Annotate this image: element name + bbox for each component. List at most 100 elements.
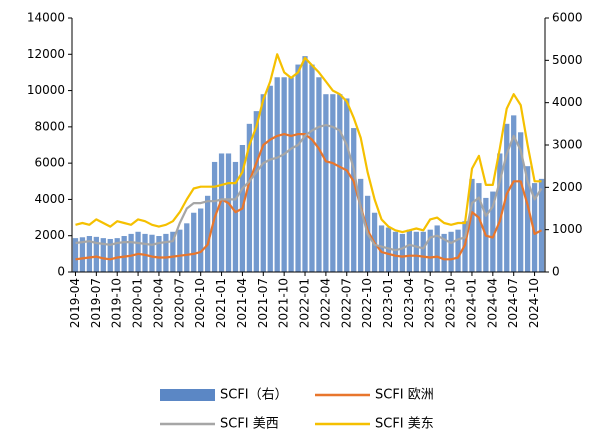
bar	[538, 178, 545, 272]
bar	[316, 77, 322, 273]
bar	[358, 178, 364, 272]
y-tick-label: 2000	[34, 228, 65, 242]
x-tick-label: 2024-10	[527, 278, 541, 328]
bar	[531, 183, 538, 272]
legend-text: SCFI 美西	[220, 417, 279, 432]
bar	[225, 153, 232, 272]
bar	[191, 212, 197, 272]
x-tick-label: 2020-04	[151, 278, 165, 328]
x-tick-label: 2020-10	[193, 278, 207, 328]
x-tick-label: 2024-07	[506, 278, 520, 328]
bar	[337, 94, 343, 272]
x-tick-label: 2023-01	[381, 278, 395, 328]
x-tick-label: 2023-07	[423, 278, 437, 328]
y-tick-label: 12000	[27, 47, 65, 61]
x-tick-label: 2022-07	[339, 278, 353, 328]
bar	[399, 233, 406, 272]
x-tick-label: 2019-10	[110, 278, 124, 328]
legend-text: SCFI（右）	[220, 388, 288, 403]
bar	[204, 195, 211, 272]
x-tick-label: 2022-01	[298, 278, 312, 328]
bar	[135, 231, 141, 272]
bar	[100, 238, 106, 272]
y2-tick-label: 3000	[552, 138, 583, 152]
bar	[246, 123, 253, 272]
bar	[260, 94, 266, 272]
x-tick-label: 2023-04	[402, 278, 416, 328]
bar	[184, 223, 190, 272]
x-tick-label: 2022-04	[318, 278, 332, 328]
bar	[114, 238, 120, 272]
bar	[427, 229, 433, 272]
y-tick-label: 6000	[34, 156, 65, 170]
bar	[198, 208, 204, 272]
bar	[218, 153, 225, 272]
bar	[163, 233, 169, 272]
legend-text: SCFI 美东	[375, 417, 434, 432]
bar	[253, 111, 259, 272]
bar	[93, 236, 99, 272]
legend-text: SCFI 欧洲	[375, 388, 434, 403]
y2-tick-label: 6000	[552, 11, 583, 25]
bar	[79, 237, 86, 272]
bar	[385, 227, 392, 272]
bar	[267, 85, 273, 272]
bar	[156, 236, 162, 272]
x-tick-label: 2021-07	[256, 278, 270, 328]
x-tick-label: 2022-10	[360, 278, 374, 328]
bar	[121, 236, 127, 272]
x-tick-label: 2024-01	[464, 278, 478, 328]
y-tick-label: 8000	[34, 119, 65, 133]
y-tick-label: 14000	[27, 11, 65, 25]
bar	[476, 183, 482, 272]
x-tick-label: 2021-01	[214, 278, 228, 328]
bar	[351, 128, 357, 272]
bar	[406, 229, 413, 272]
bar	[274, 77, 280, 273]
x-tick-label: 2021-04	[235, 278, 249, 328]
y2-tick-label: 1000	[552, 222, 583, 236]
bar	[281, 77, 287, 273]
bar	[469, 178, 475, 272]
bar	[392, 231, 399, 272]
bar	[302, 56, 308, 272]
x-tick-label: 2024-04	[485, 278, 499, 328]
x-tick-label: 2021-10	[277, 278, 291, 328]
legend-swatch	[160, 389, 215, 401]
bar	[107, 238, 113, 272]
x-tick-label: 2019-04	[68, 278, 82, 328]
bar	[455, 229, 461, 272]
bar	[344, 98, 350, 272]
y-tick-label: 0	[57, 265, 65, 279]
bar	[378, 225, 385, 272]
bar	[441, 233, 447, 272]
bar	[413, 231, 419, 272]
bar	[323, 94, 329, 272]
bar	[434, 225, 440, 272]
y2-tick-label: 4000	[552, 95, 583, 109]
bar	[288, 77, 294, 273]
x-tick-label: 2023-10	[444, 278, 458, 328]
y2-tick-label: 0	[552, 265, 560, 279]
line	[75, 133, 543, 261]
x-tick-label: 2019-07	[89, 278, 103, 328]
y-tick-label: 4000	[34, 192, 65, 206]
bar	[295, 64, 301, 272]
bar	[149, 234, 155, 272]
y2-tick-label: 2000	[552, 180, 583, 194]
x-tick-label: 2020-01	[131, 278, 145, 328]
bar	[524, 166, 531, 272]
bar	[142, 233, 148, 272]
bar	[497, 153, 503, 272]
bar	[330, 94, 336, 272]
bar	[232, 161, 239, 272]
line	[75, 53, 542, 234]
bar	[309, 64, 315, 272]
bar	[490, 191, 496, 272]
line	[75, 123, 543, 252]
bar	[86, 236, 93, 272]
y2-tick-label: 5000	[552, 53, 583, 67]
y-tick-label: 10000	[27, 83, 65, 97]
x-tick-label: 2020-07	[172, 278, 186, 328]
